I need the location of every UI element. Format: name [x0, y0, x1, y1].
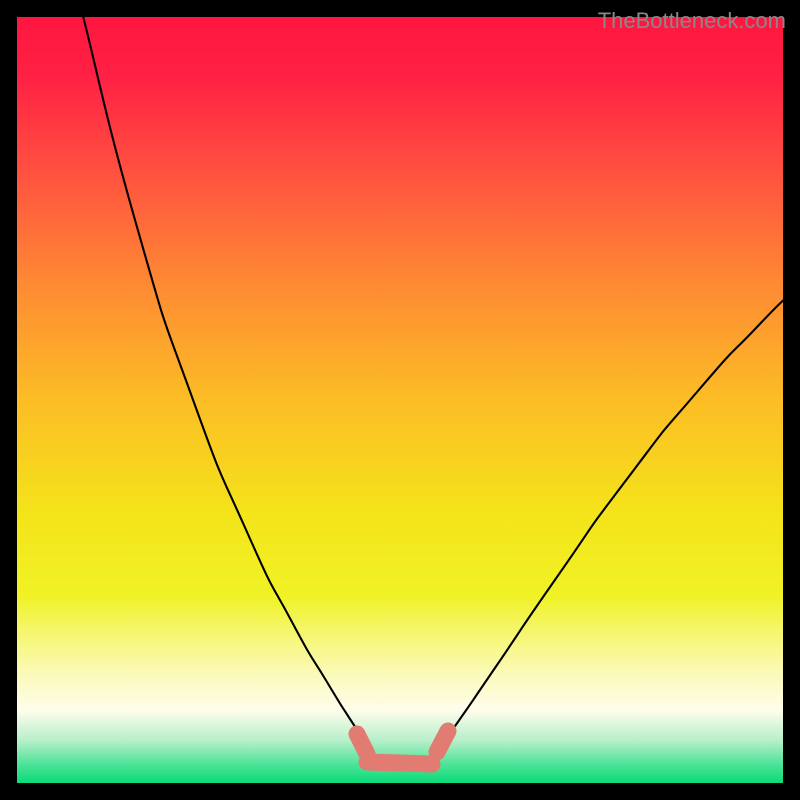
- bottom-marker: [437, 731, 448, 752]
- bottom-marker: [367, 762, 432, 764]
- figure-container: TheBottleneck.com: [0, 0, 800, 800]
- bottleneck-chart: [0, 0, 800, 800]
- bottom-marker: [357, 734, 367, 754]
- plot-background: [17, 17, 783, 783]
- watermark-text: TheBottleneck.com: [598, 8, 786, 34]
